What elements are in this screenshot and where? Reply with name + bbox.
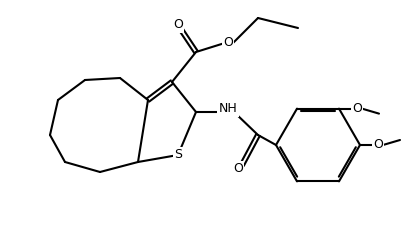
Text: O: O (351, 102, 361, 115)
Text: O: O (222, 35, 232, 48)
Text: O: O (372, 139, 382, 152)
Text: O: O (232, 162, 242, 175)
Text: NH: NH (218, 102, 237, 115)
Text: S: S (174, 148, 181, 161)
Text: O: O (173, 19, 183, 32)
